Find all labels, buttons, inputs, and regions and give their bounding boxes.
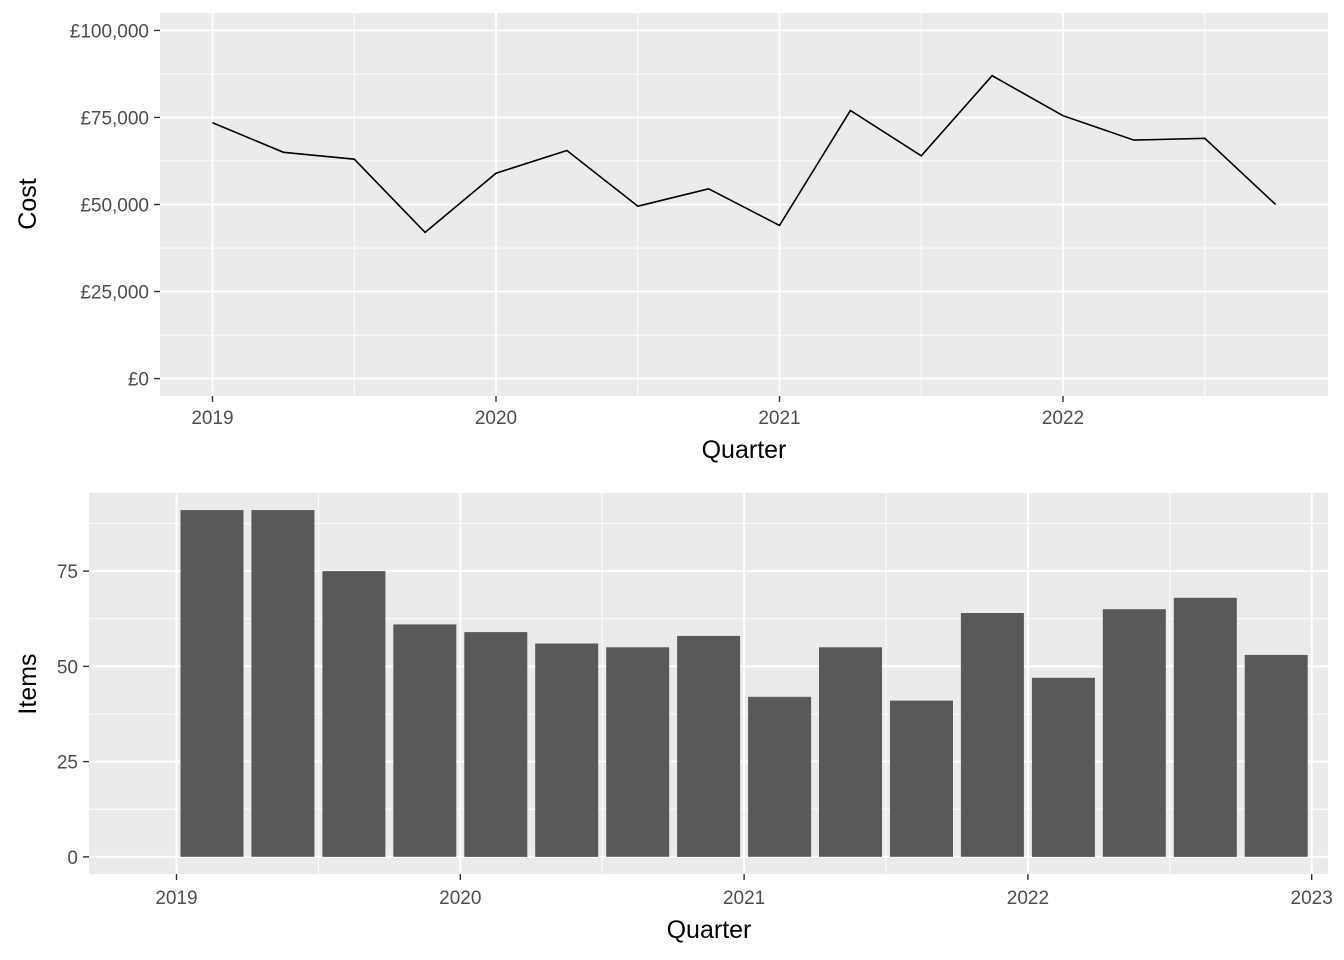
cost-y-tick-label: £75,000 — [80, 108, 149, 129]
items-axis-ticks: 0 25 50 75 2019 2020 2021 2022 2023 — [57, 562, 1333, 909]
cost-y-axis-title: Cost — [14, 178, 42, 229]
items-x-axis-title: Quarter — [667, 916, 752, 944]
items-x-tick-label: 2021 — [723, 888, 765, 909]
cost-x-tick-label: 2020 — [475, 408, 517, 429]
items-x-tick-label: 2023 — [1291, 888, 1333, 909]
cost-chart: £0 £25,000 £50,000 £75,000 £100,000 2019 2020 2… — [14, 13, 1328, 464]
items-x-tick-label: 2020 — [439, 888, 481, 909]
items-bar — [393, 624, 457, 857]
items-bar — [819, 647, 882, 857]
cost-series-line — [212, 74, 1277, 234]
items-bars — [180, 510, 1308, 857]
items-bar — [677, 635, 741, 857]
cost-y-tick-label: £0 — [128, 370, 149, 391]
items-bar — [464, 632, 528, 857]
items-bar — [748, 696, 812, 857]
items-bar — [1244, 654, 1308, 857]
items-bar — [322, 571, 386, 857]
cost-x-tick-label: 2019 — [191, 408, 233, 429]
cost-x-axis-title: Quarter — [702, 436, 787, 464]
items-bar — [251, 510, 315, 857]
items-bar — [535, 643, 599, 857]
items-y-tick-label: 75 — [57, 562, 78, 583]
items-y-axis-title: Items — [14, 653, 42, 714]
items-bar — [1102, 609, 1166, 857]
items-chart: 0 25 50 75 2019 2020 2021 2022 2023 Quarter Item… — [14, 493, 1333, 944]
items-bar — [1173, 597, 1237, 857]
items-x-tick-label: 2022 — [1007, 888, 1049, 909]
cost-gridlines — [160, 13, 1328, 396]
items-y-tick-label: 50 — [57, 657, 78, 678]
cost-y-tick-label: £100,000 — [70, 21, 149, 42]
cost-y-tick-label: £50,000 — [80, 196, 149, 217]
items-y-tick-label: 25 — [57, 753, 78, 774]
cost-y-tick-label: £25,000 — [80, 283, 149, 304]
cost-x-tick-label: 2021 — [758, 408, 800, 429]
items-y-tick-label: 0 — [67, 848, 78, 869]
items-bar — [890, 700, 953, 857]
cost-axis-ticks: £0 £25,000 £50,000 £75,000 £100,000 2019 2020 2… — [70, 21, 1084, 429]
cost-x-tick-label: 2022 — [1042, 408, 1084, 429]
items-bar — [606, 647, 670, 857]
items-bar — [180, 510, 244, 857]
items-bar — [1031, 677, 1095, 857]
items-bar — [960, 613, 1024, 857]
items-x-tick-label: 2019 — [155, 888, 197, 909]
